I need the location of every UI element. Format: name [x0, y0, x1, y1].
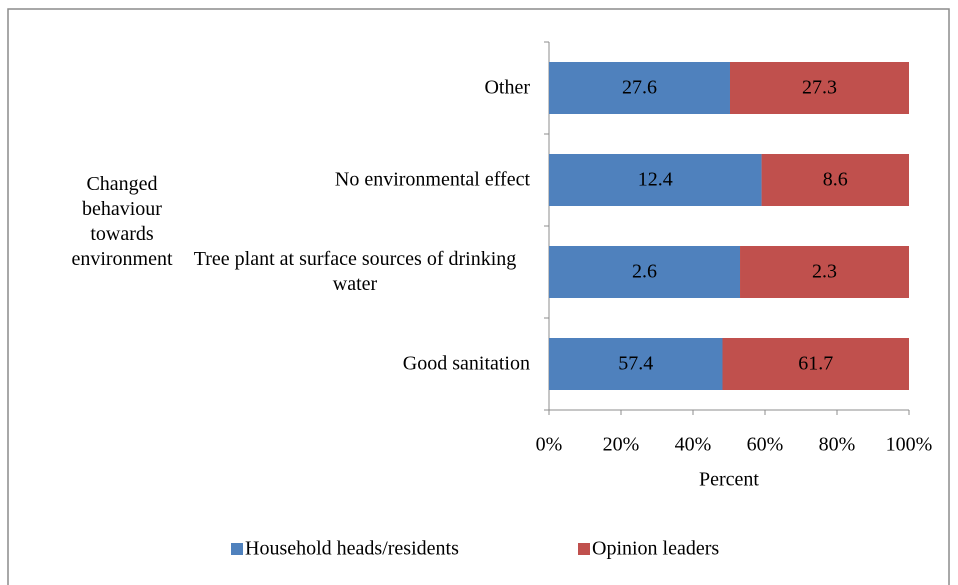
- category-label-box: No environmental effect: [180, 168, 530, 193]
- bar-segment: [549, 62, 730, 114]
- y-tick-label: Tree plant at surface sources of drinkin…: [193, 248, 517, 295]
- bar-segment: [549, 154, 762, 206]
- chart-border: [7, 8, 950, 585]
- x-tick-label: 40%: [675, 434, 712, 456]
- x-tick-label: 0%: [536, 434, 563, 456]
- data-label: 12.4: [638, 169, 673, 191]
- legend-label: Household heads/residents: [245, 538, 459, 560]
- x-axis-label: Percent: [699, 469, 759, 491]
- category-label-box: Good sanitation: [180, 352, 530, 377]
- data-label: 27.6: [622, 77, 657, 99]
- y-tick-label: No environmental effect: [334, 168, 530, 191]
- category-label-box: Other: [180, 76, 530, 101]
- x-tick-label: 20%: [603, 434, 640, 456]
- category-label-box: Tree plant at surface sources of drinkin…: [180, 247, 530, 297]
- legend-swatch: [231, 543, 243, 555]
- bar-segment: [722, 338, 909, 390]
- data-label: 2.6: [632, 261, 657, 283]
- data-label: 57.4: [618, 353, 653, 375]
- bar-segment: [549, 338, 723, 390]
- data-label: 61.7: [798, 353, 833, 375]
- y-group-label: Changed behaviour towards environment: [71, 173, 173, 270]
- bar-segment: [740, 246, 909, 298]
- bar-segment: [729, 62, 909, 114]
- bar-segment: [761, 154, 909, 206]
- bar-segment: [549, 246, 741, 298]
- data-label: 27.3: [802, 77, 837, 99]
- x-tick-label: 100%: [886, 434, 933, 456]
- data-label: 2.3: [812, 261, 837, 283]
- y-tick-label: Other: [484, 76, 530, 99]
- data-label: 8.6: [823, 169, 848, 191]
- x-tick-label: 80%: [819, 434, 856, 456]
- x-tick-label: 60%: [747, 434, 784, 456]
- legend-label: Opinion leaders: [592, 538, 719, 560]
- y-tick-label: Good sanitation: [402, 352, 530, 375]
- legend-swatch: [578, 543, 590, 555]
